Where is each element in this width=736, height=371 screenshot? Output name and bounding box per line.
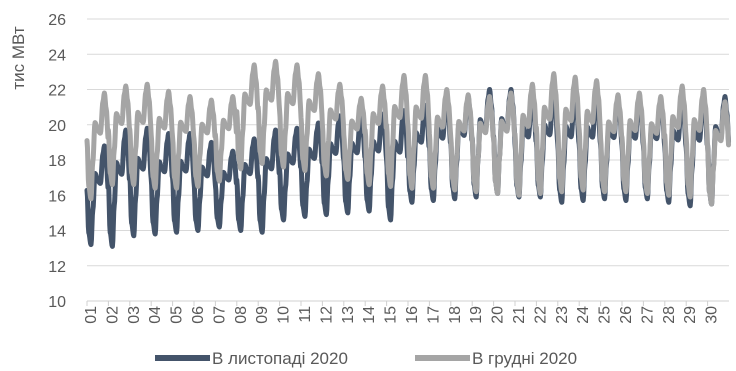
x-tick-label: 23: [554, 306, 571, 324]
x-tick-label: 20: [490, 306, 507, 324]
x-tick-label: 30: [704, 306, 721, 324]
x-tick-label: 13: [340, 306, 357, 324]
x-tick-label: 14: [361, 306, 378, 324]
x-tick-label: 09: [254, 306, 271, 324]
y-tick-label: 12: [48, 259, 66, 276]
x-tick-label: 27: [639, 306, 656, 324]
x-tick-label: 25: [597, 306, 614, 324]
legend: В листопаді 2020 В грудні 2020: [155, 349, 577, 368]
y-tick-label: 26: [48, 12, 66, 29]
x-tick-label: 12: [318, 306, 335, 324]
x-tick-label: 24: [575, 306, 592, 324]
y-tick-labels: 10 12 14 16 18 20 22 24 26: [48, 12, 66, 311]
x-tick-label: 21: [511, 306, 528, 324]
x-tick-label: 06: [190, 306, 207, 324]
legend-label-december: В грудні 2020: [472, 349, 577, 368]
x-tick-label: 08: [233, 306, 250, 324]
x-tick-label: 19: [468, 306, 485, 324]
y-tick-label: 14: [48, 224, 66, 241]
legend-label-november: В листопаді 2020: [212, 349, 348, 368]
y-axis-label: тис МВт: [9, 26, 28, 89]
x-tick-label: 29: [682, 306, 699, 324]
y-tick-label: 16: [48, 188, 66, 205]
x-tick-label: 10: [276, 306, 293, 324]
x-tick-label: 17: [425, 306, 442, 324]
y-tick-label: 10: [48, 294, 66, 311]
x-tick-label: 18: [447, 306, 464, 324]
series-line-december: [84, 58, 732, 207]
x-tick-label: 28: [661, 306, 678, 324]
series-lines: [84, 58, 732, 249]
x-tick-labels: 01 02 03 04 05 06 07 08 09 10 11 12 13 14 15 16 17 18 19 20…: [83, 301, 721, 324]
x-tick-label: 22: [532, 306, 549, 324]
x-tick-label: 02: [104, 306, 121, 324]
x-tick-label: 03: [126, 306, 143, 324]
x-tick-label: 16: [404, 306, 421, 324]
x-tick-label: 01: [83, 306, 100, 324]
x-tick-label: 11: [297, 306, 314, 323]
y-tick-label: 18: [48, 153, 66, 170]
x-tick-label: 26: [618, 306, 635, 324]
x-tick-label: 15: [383, 306, 400, 324]
y-tick-label: 24: [48, 47, 66, 64]
x-tick-label: 07: [211, 306, 228, 324]
y-tick-label: 22: [48, 83, 66, 100]
y-tick-label: 20: [48, 118, 66, 135]
x-tick-label: 05: [169, 306, 186, 324]
x-tick-label: 04: [147, 306, 164, 324]
